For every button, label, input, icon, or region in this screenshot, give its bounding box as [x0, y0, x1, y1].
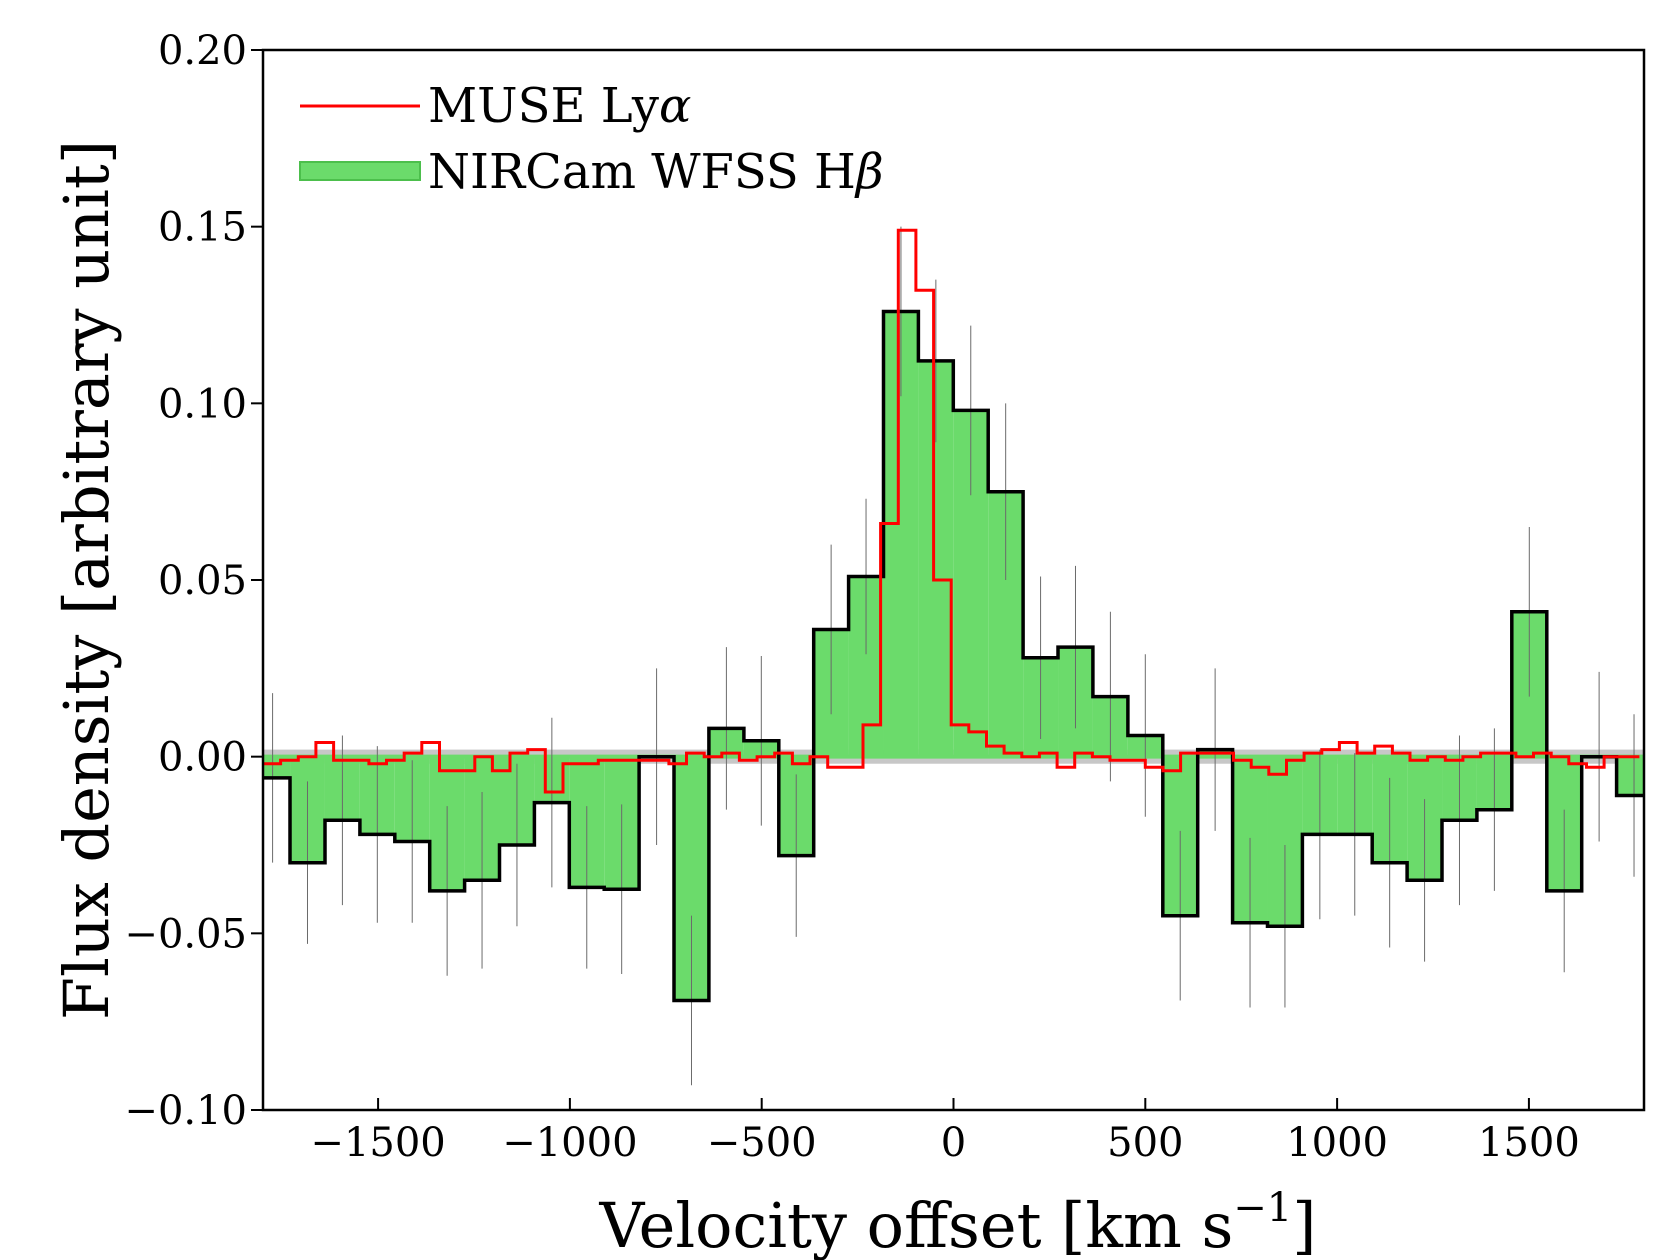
y-axis-title: Flux density [arbitrary unit]: [50, 140, 123, 1020]
x-axis-title-text: Velocity offset [km s: [599, 1189, 1234, 1260]
y-tick-label: 0.20: [158, 28, 247, 74]
x-axis-title: Velocity offset [km s−1]: [599, 1185, 1317, 1260]
x-tick-label: 1500: [1478, 1120, 1580, 1166]
x-tick-label: −1000: [502, 1120, 637, 1166]
y-tick-label: 0.05: [158, 558, 247, 604]
y-tick-label: 0.00: [158, 735, 247, 781]
nircam-bar: [1616, 756, 1644, 796]
y-axis: −0.10 −0.05 0.00 0.05 0.10 0.15 0.20: [124, 28, 263, 1134]
x-tick-label: 1000: [1286, 1120, 1388, 1166]
x-tick-label: 500: [1107, 1120, 1183, 1166]
x-tick-label: −500: [707, 1120, 817, 1166]
legend-label-nircam-symbol: β: [854, 144, 884, 200]
y-tick-label: −0.05: [124, 911, 247, 957]
legend-label-muse: MUSE Lyα: [428, 78, 691, 134]
legend-label-muse-text: MUSE Ly: [428, 78, 659, 134]
legend: MUSE Lyα NIRCam WFSS Hβ: [299, 78, 884, 200]
legend-swatch-nircam: [299, 161, 421, 181]
plot-area: [263, 226, 1644, 1086]
x-tick-label: −1500: [310, 1120, 445, 1166]
legend-label-nircam: NIRCam WFSS Hβ: [428, 144, 884, 200]
nircam-bar: [263, 756, 291, 778]
legend-label-nircam-text: NIRCam WFSS H: [428, 144, 856, 200]
x-axis-title-bracket: ]: [1292, 1189, 1316, 1260]
y-tick-label: 0.10: [158, 381, 247, 427]
x-axis-title-superscript: −1: [1233, 1185, 1292, 1231]
y-tick-label: −0.10: [124, 1088, 247, 1134]
y-tick-label: 0.15: [158, 205, 247, 251]
nircam-step-outline: [263, 309, 1644, 1003]
x-tick-label: 0: [941, 1120, 966, 1166]
legend-label-muse-symbol: α: [659, 78, 691, 134]
series-nircam-wfss-hbeta: [263, 226, 1644, 1086]
x-axis: −1500 −1000 −500 0 500 1000 1500: [310, 1098, 1580, 1166]
series-muse-lyalpha: [263, 228, 1640, 794]
